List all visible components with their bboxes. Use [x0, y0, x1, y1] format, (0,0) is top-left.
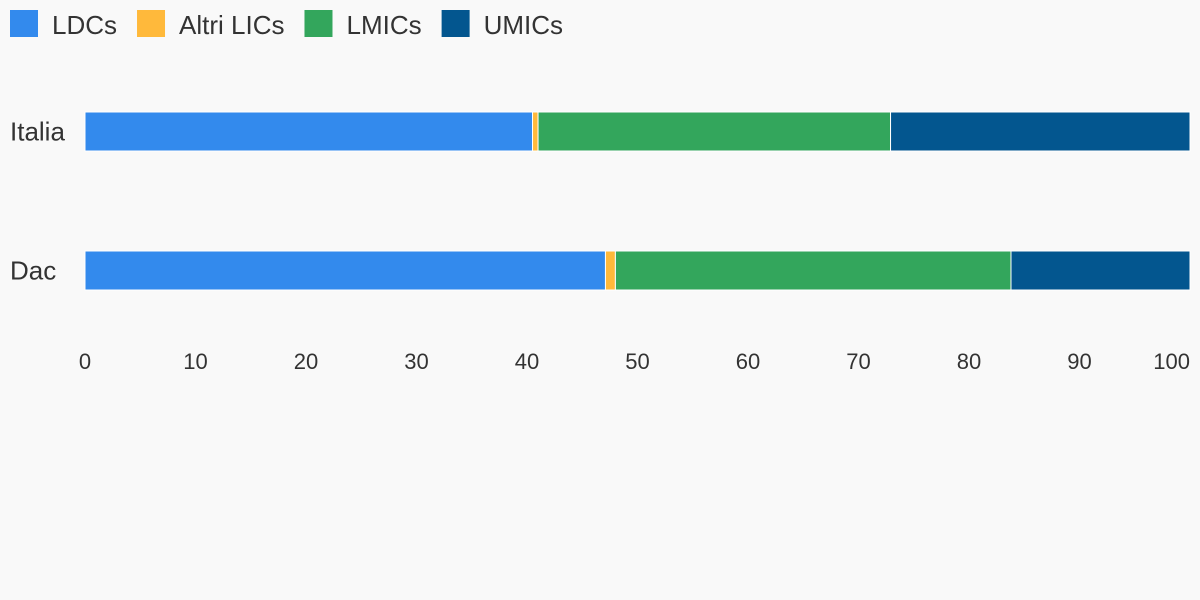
category-label: Dac — [10, 255, 56, 285]
legend-swatch — [304, 10, 333, 37]
x-tick-label: 20 — [294, 349, 318, 374]
bar-segment — [84, 111, 534, 152]
bar-segment — [1010, 250, 1191, 291]
legend-label: LMICs — [346, 10, 421, 40]
x-tick-label: 30 — [404, 349, 428, 374]
x-tick-label: 80 — [957, 349, 981, 374]
x-tick-label: 0 — [79, 349, 91, 374]
legend-label: LDCs — [52, 10, 117, 40]
bar-segment — [84, 250, 606, 291]
bar-segment — [537, 111, 892, 152]
bar-segment — [604, 250, 616, 291]
legend-swatch — [10, 10, 38, 37]
x-tick-label: 40 — [515, 349, 539, 374]
x-tick-label: 90 — [1067, 349, 1091, 374]
x-tick-label: 70 — [846, 349, 870, 374]
x-tick-label: 10 — [183, 349, 207, 374]
legend-label: UMICs — [484, 10, 563, 40]
category-label: Italia — [10, 116, 65, 146]
bar-segment — [890, 111, 1191, 152]
bar-segment — [532, 111, 539, 152]
x-tick-label: 100 — [1153, 349, 1190, 374]
x-tick-label: 50 — [625, 349, 649, 374]
legend-swatch — [137, 10, 166, 37]
x-tick-label: 60 — [736, 349, 760, 374]
legend-label: Altri LICs — [179, 10, 284, 40]
legend-swatch — [441, 10, 470, 37]
bar-segment — [614, 250, 1012, 291]
